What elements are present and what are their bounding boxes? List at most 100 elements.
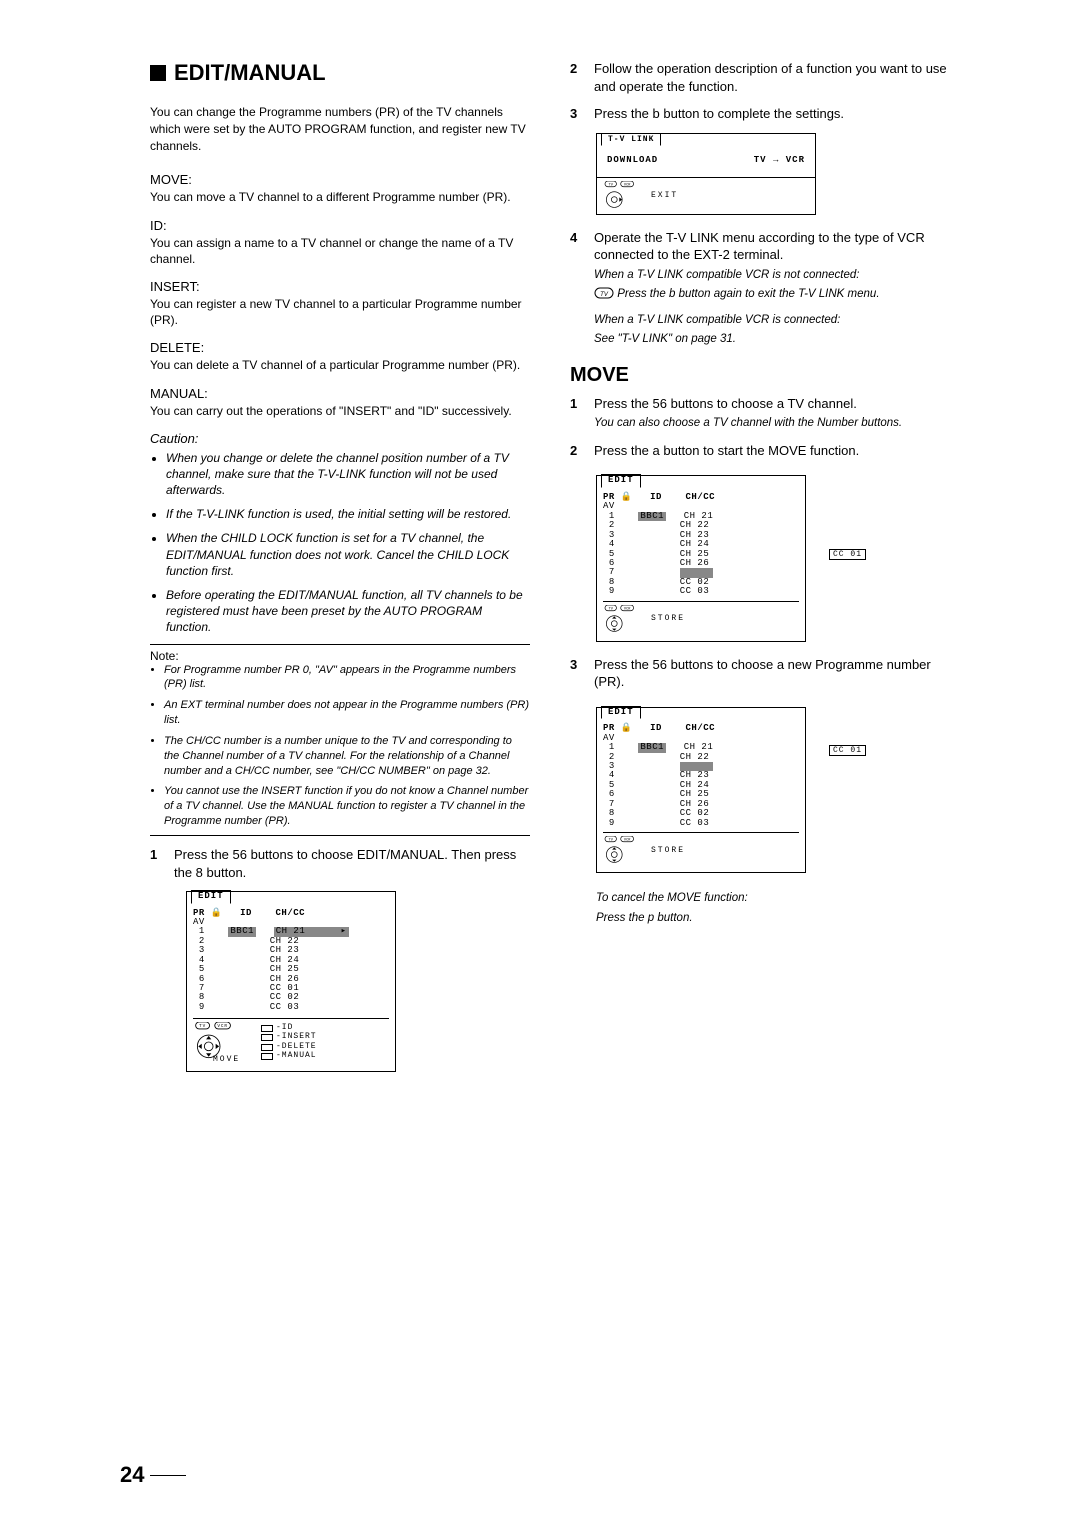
svg-text:VCR: VCR bbox=[217, 1025, 227, 1030]
screen-header: PR 🔒 ID CH/CC bbox=[193, 909, 389, 918]
caution-list: When you change or delete the channel po… bbox=[150, 450, 530, 636]
term-body: You can assign a name to a TV channel or… bbox=[150, 235, 530, 267]
screen-tab: EDIT bbox=[601, 706, 641, 719]
intro-text: You can change the Programme numbers (PR… bbox=[150, 104, 530, 154]
svg-text:VCR: VCR bbox=[624, 838, 631, 842]
step-3: 3 Press the b button to complete the set… bbox=[570, 105, 960, 123]
exit-label: EXIT bbox=[651, 191, 678, 200]
move-step-1: 1 Press the 56 buttons to choose a TV ch… bbox=[570, 395, 960, 432]
screen-tab: EDIT bbox=[191, 890, 231, 903]
float-value: CC 01 bbox=[829, 549, 866, 560]
step-number: 4 bbox=[570, 229, 584, 348]
step-text: Press the b button to complete the setti… bbox=[594, 105, 960, 123]
divider bbox=[150, 835, 530, 836]
step-subtext: Press the b button again to exit the T-V… bbox=[617, 288, 879, 300]
term-label: INSERT: bbox=[150, 279, 200, 294]
screen-header: PR 🔒 ID CH/CC bbox=[603, 493, 799, 502]
page-number: 24 bbox=[120, 1462, 186, 1488]
btn-label: -DELETE bbox=[276, 1043, 317, 1051]
caution-item: If the T-V-LINK function is used, the in… bbox=[166, 506, 530, 522]
step-text: Press the 56 buttons to choose EDIT/MANU… bbox=[174, 846, 530, 881]
float-value: CC 01 bbox=[829, 745, 866, 756]
section-heading: EDIT/MANUAL bbox=[150, 60, 530, 86]
screen-row: 9 CC 03 bbox=[603, 819, 799, 828]
screen-header: PR 🔒 ID CH/CC bbox=[603, 724, 799, 733]
term-move: MOVE: You can move a TV channel to a dif… bbox=[150, 172, 530, 205]
term-label: ID: bbox=[150, 218, 167, 233]
store-label: STORE bbox=[651, 615, 685, 623]
section-title: EDIT/MANUAL bbox=[174, 60, 326, 86]
btn-label: -MANUAL bbox=[276, 1052, 317, 1060]
svg-text:VCR: VCR bbox=[624, 607, 631, 611]
note-heading: Note: bbox=[150, 649, 530, 663]
term-body: You can register a new TV channel to a p… bbox=[150, 296, 530, 328]
right-column: 2 Follow the operation description of a … bbox=[570, 60, 960, 1086]
term-manual: MANUAL: You can carry out the operations… bbox=[150, 386, 530, 419]
step-text: Press the 56 buttons to choose a new Pro… bbox=[594, 656, 960, 691]
caution-item: When you change or delete the channel po… bbox=[166, 450, 530, 499]
step-number: 3 bbox=[570, 105, 584, 123]
screen-row: 9 CC 03 bbox=[193, 1003, 389, 1012]
move-screen-2: EDIT PR 🔒 ID CH/CC AV 1 BBC1 CH 21 2 CH … bbox=[596, 475, 806, 641]
step-number: 3 bbox=[570, 656, 584, 691]
tv-vcr-label: TV → VCR bbox=[754, 155, 805, 165]
term-label: DELETE: bbox=[150, 340, 204, 355]
navigation-icon: TV VCR bbox=[603, 605, 647, 635]
svg-text:TV: TV bbox=[600, 292, 609, 298]
navigation-icon: TV VCR bbox=[603, 836, 647, 866]
left-column: EDIT/MANUAL You can change the Programme… bbox=[150, 60, 530, 1086]
term-body: You can carry out the operations of "INS… bbox=[150, 403, 530, 419]
step-text: Press the 56 buttons to choose a TV chan… bbox=[594, 395, 960, 413]
caution-heading: Caution: bbox=[150, 431, 530, 446]
step-number: 1 bbox=[150, 846, 164, 881]
navigation-icon: TV VCR bbox=[603, 181, 647, 211]
term-id: ID: You can assign a name to a TV channe… bbox=[150, 218, 530, 267]
tv-button-icon: TV bbox=[594, 287, 614, 301]
btn-label: -ID bbox=[276, 1024, 293, 1032]
btn-label: -INSERT bbox=[276, 1033, 317, 1041]
term-insert: INSERT: You can register a new TV channe… bbox=[150, 279, 530, 328]
step-subtext: When a T-V LINK compatible VCR is connec… bbox=[594, 313, 960, 329]
step-number: 1 bbox=[570, 395, 584, 432]
step-2: 2 Follow the operation description of a … bbox=[570, 60, 960, 95]
step-1: 1 Press the 56 buttons to choose EDIT/MA… bbox=[150, 846, 530, 881]
step-number: 2 bbox=[570, 60, 584, 95]
divider bbox=[150, 644, 530, 645]
term-label: MOVE: bbox=[150, 172, 192, 187]
page-number-bar bbox=[150, 1475, 186, 1476]
step-text: Follow the operation description of a fu… bbox=[594, 60, 960, 95]
screen-tab: T-V LINK bbox=[601, 133, 661, 146]
step-subtext: See "T-V LINK" on page 31. bbox=[594, 332, 960, 348]
caution-item: When the CHILD LOCK function is set for … bbox=[166, 530, 530, 579]
note-item: An EXT terminal number does not appear i… bbox=[164, 698, 530, 728]
step-text: Operate the T-V LINK menu according to t… bbox=[594, 229, 960, 264]
move-step-2: 2 Press the a button to start the MOVE f… bbox=[570, 442, 960, 460]
term-body: You can move a TV channel to a different… bbox=[150, 189, 530, 205]
move-heading: MOVE bbox=[570, 364, 960, 387]
download-label: DOWNLOAD bbox=[607, 155, 658, 165]
svg-text:VCR: VCR bbox=[624, 183, 631, 187]
edit-screen: EDIT PR 🔒 ID CH/CC AV 1 BBC1 CH 21 ▸ 2 C… bbox=[186, 891, 396, 1072]
note-list: For Programme number PR 0, "AV" appears … bbox=[150, 663, 530, 829]
term-label: MANUAL: bbox=[150, 386, 208, 401]
screen-tab: EDIT bbox=[601, 474, 641, 487]
term-delete: DELETE: You can delete a TV channel of a… bbox=[150, 340, 530, 373]
page-columns: EDIT/MANUAL You can change the Programme… bbox=[150, 60, 970, 1086]
page-number-value: 24 bbox=[120, 1462, 144, 1488]
screen-row: 9 CC 03 bbox=[603, 587, 799, 596]
cancel-body: Press the p button. bbox=[596, 911, 960, 927]
square-bullet-icon bbox=[150, 65, 166, 81]
store-label: STORE bbox=[651, 847, 685, 855]
move-step-3: 3 Press the 56 buttons to choose a new P… bbox=[570, 656, 960, 691]
note-item: The CH/CC number is a number unique to t… bbox=[164, 734, 530, 779]
step-subtext: You can also choose a TV channel with th… bbox=[594, 416, 960, 432]
caution-item: Before operating the EDIT/MANUAL functio… bbox=[166, 587, 530, 636]
step-text: Press the a button to start the MOVE fun… bbox=[594, 442, 960, 460]
note-item: You cannot use the INSERT function if yo… bbox=[164, 784, 530, 829]
svg-text:TV: TV bbox=[199, 1025, 206, 1030]
step-subtext: When a T-V LINK compatible VCR is not co… bbox=[594, 268, 960, 284]
tvlink-screen: T-V LINK DOWNLOAD TV → VCR TV VCR EXIT bbox=[596, 133, 816, 215]
term-body: You can delete a TV channel of a particu… bbox=[150, 357, 530, 373]
step-number: 2 bbox=[570, 442, 584, 460]
move-screen-3: EDIT PR 🔒 ID CH/CC AV 1 BBC1 CH 21 2 CH … bbox=[596, 707, 806, 873]
